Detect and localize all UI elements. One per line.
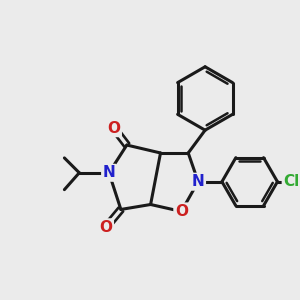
Text: Cl: Cl <box>283 174 299 189</box>
Text: N: N <box>192 174 205 189</box>
Text: N: N <box>103 165 116 180</box>
Text: O: O <box>107 121 120 136</box>
Text: O: O <box>100 220 112 235</box>
Text: O: O <box>175 204 188 219</box>
